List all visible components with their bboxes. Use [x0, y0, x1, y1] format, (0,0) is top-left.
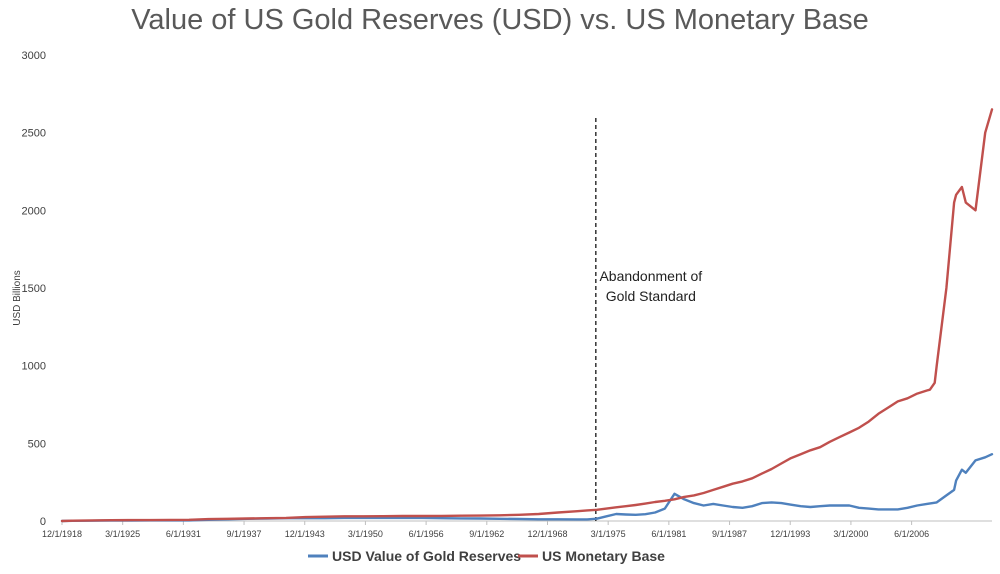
- series-line-us-monetary-base: [60, 108, 994, 523]
- x-tick-label: 3/1/1925: [105, 529, 140, 539]
- x-tick-label: 9/1/1962: [469, 529, 504, 539]
- x-tick-label: 3/1/1975: [591, 529, 626, 539]
- chart-title: Value of US Gold Reserves (USD) vs. US M…: [131, 4, 869, 36]
- x-tick-label: 12/1/1968: [527, 529, 567, 539]
- legend-label: USD Value of Gold Reserves: [332, 548, 521, 564]
- x-tick-label: 12/1/1943: [285, 529, 325, 539]
- legend-label: US Monetary Base: [542, 548, 665, 564]
- x-tick-label: 6/1/1931: [166, 529, 201, 539]
- series-layer: [60, 108, 994, 523]
- series-line-usd-value-of-gold-reserves: [60, 453, 994, 523]
- y-tick-label: 2500: [22, 128, 46, 140]
- x-tick-label: 3/1/1950: [348, 529, 383, 539]
- y-tick-label: 1500: [22, 283, 46, 295]
- x-tick-label: 6/1/1981: [651, 529, 686, 539]
- x-tick-label: 12/1/1918: [42, 529, 82, 539]
- y-tick-label: 2000: [22, 205, 46, 217]
- annotation-text: Abandonment of: [599, 268, 702, 284]
- x-tick-label: 6/1/1956: [409, 529, 444, 539]
- y-tick-label: 1000: [22, 361, 46, 373]
- x-tick-label: 9/1/1937: [227, 529, 262, 539]
- y-tick-label: 3000: [22, 50, 46, 62]
- legend: USD Value of Gold Reserves US Monetary Ba…: [308, 548, 665, 564]
- x-tick-label: 3/1/2000: [833, 529, 868, 539]
- x-tick-label: 6/1/2006: [894, 529, 929, 539]
- axes: 0 500 1000 1500 2000 2500 3000 12/1/1918 3/1/192…: [12, 50, 992, 539]
- annotation-text: Gold Standard: [606, 288, 696, 304]
- y-tick-label: 500: [28, 438, 46, 450]
- y-axis-label: USD Billions: [12, 270, 23, 326]
- x-tick-label: 12/1/1993: [770, 529, 810, 539]
- x-tick-label: 9/1/1987: [712, 529, 747, 539]
- annotation-layer: Abandonment of Gold Standard: [595, 118, 702, 521]
- y-tick-label: 0: [40, 516, 46, 528]
